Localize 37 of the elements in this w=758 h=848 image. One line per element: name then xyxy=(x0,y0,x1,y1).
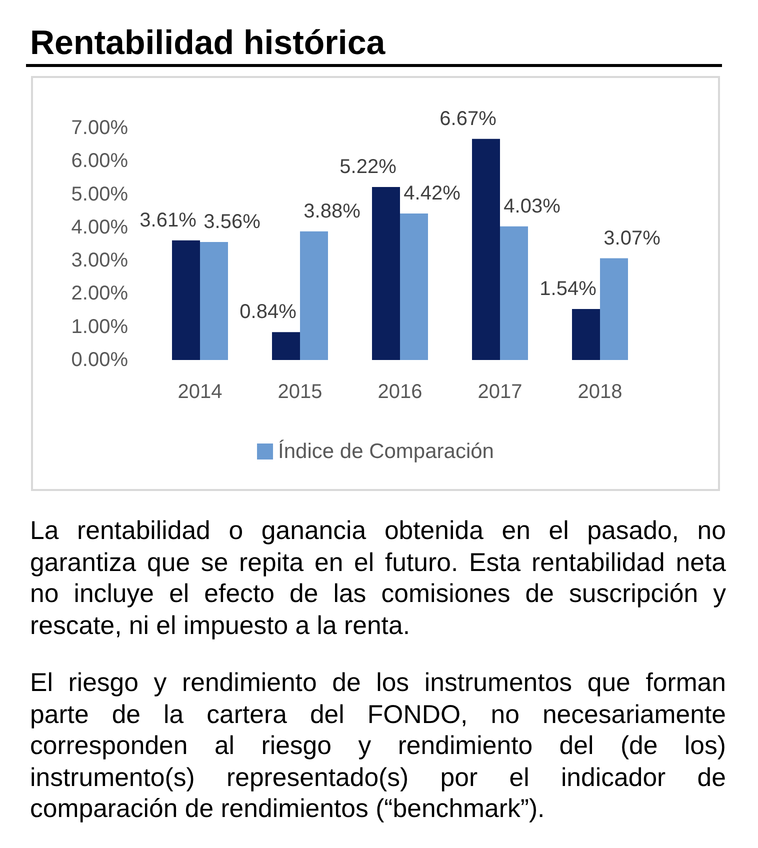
data-label: 3.07% xyxy=(604,227,661,250)
legend-label: Índice de Comparación xyxy=(278,439,494,463)
y-tick-label: 0.00% xyxy=(71,349,128,371)
data-label: 6.67% xyxy=(440,108,497,130)
x-tick-label: 2015 xyxy=(278,381,322,403)
bar xyxy=(272,332,300,360)
data-label: 3.88% xyxy=(304,200,361,222)
y-tick-label: 4.00% xyxy=(71,216,128,238)
bar xyxy=(200,242,228,360)
text: El riesgo y rendimiento de los instrumentos que forman parte de la cartera del FONDO, no necesariamente corresponden al riesgo y rendimiento del (de los) instrumento(s) representado(s) por el indicador de comparación de rendimientos (“benchmark”). xyxy=(30,668,726,825)
y-tick-label: 2.00% xyxy=(71,282,128,305)
data-label: 5.22% xyxy=(340,156,397,178)
bar xyxy=(172,240,200,360)
x-tick-label: 2018 xyxy=(578,381,622,403)
x-tick-label: 2016 xyxy=(378,381,422,403)
bar xyxy=(372,186,400,360)
y-tick-label: 5.00% xyxy=(71,183,128,206)
bar xyxy=(400,214,428,360)
x-tick-label: 2017 xyxy=(478,381,522,403)
x-tick-label: 2014 xyxy=(178,381,222,403)
data-label: 3.56% xyxy=(204,211,261,234)
y-tick-label: 7.00% xyxy=(71,117,128,139)
bar xyxy=(500,226,528,360)
bar xyxy=(572,308,600,360)
y-tick-label: 3.00% xyxy=(71,250,128,272)
bar xyxy=(472,138,500,360)
y-tick-label: 6.00% xyxy=(71,150,128,172)
y-tick-label: 1.00% xyxy=(71,316,128,338)
chart-title: Rentabilidad histórica xyxy=(29,24,386,62)
data-label: 4.03% xyxy=(504,195,561,218)
data-label: 1.54% xyxy=(540,278,597,300)
data-label: 0.84% xyxy=(240,301,297,324)
data-label: 3.61% xyxy=(140,209,197,232)
data-label: 4.42% xyxy=(404,182,461,205)
bar xyxy=(300,231,328,360)
bar xyxy=(600,258,628,360)
text: La rentabilidad o ganancia obtenida en el pasado, no garantiza que se repita en el futuro. Esta rentabilidad neta no incluye el efecto de las comisiones de suscripción y rescate, ni el impuesto a la renta. xyxy=(30,516,726,642)
